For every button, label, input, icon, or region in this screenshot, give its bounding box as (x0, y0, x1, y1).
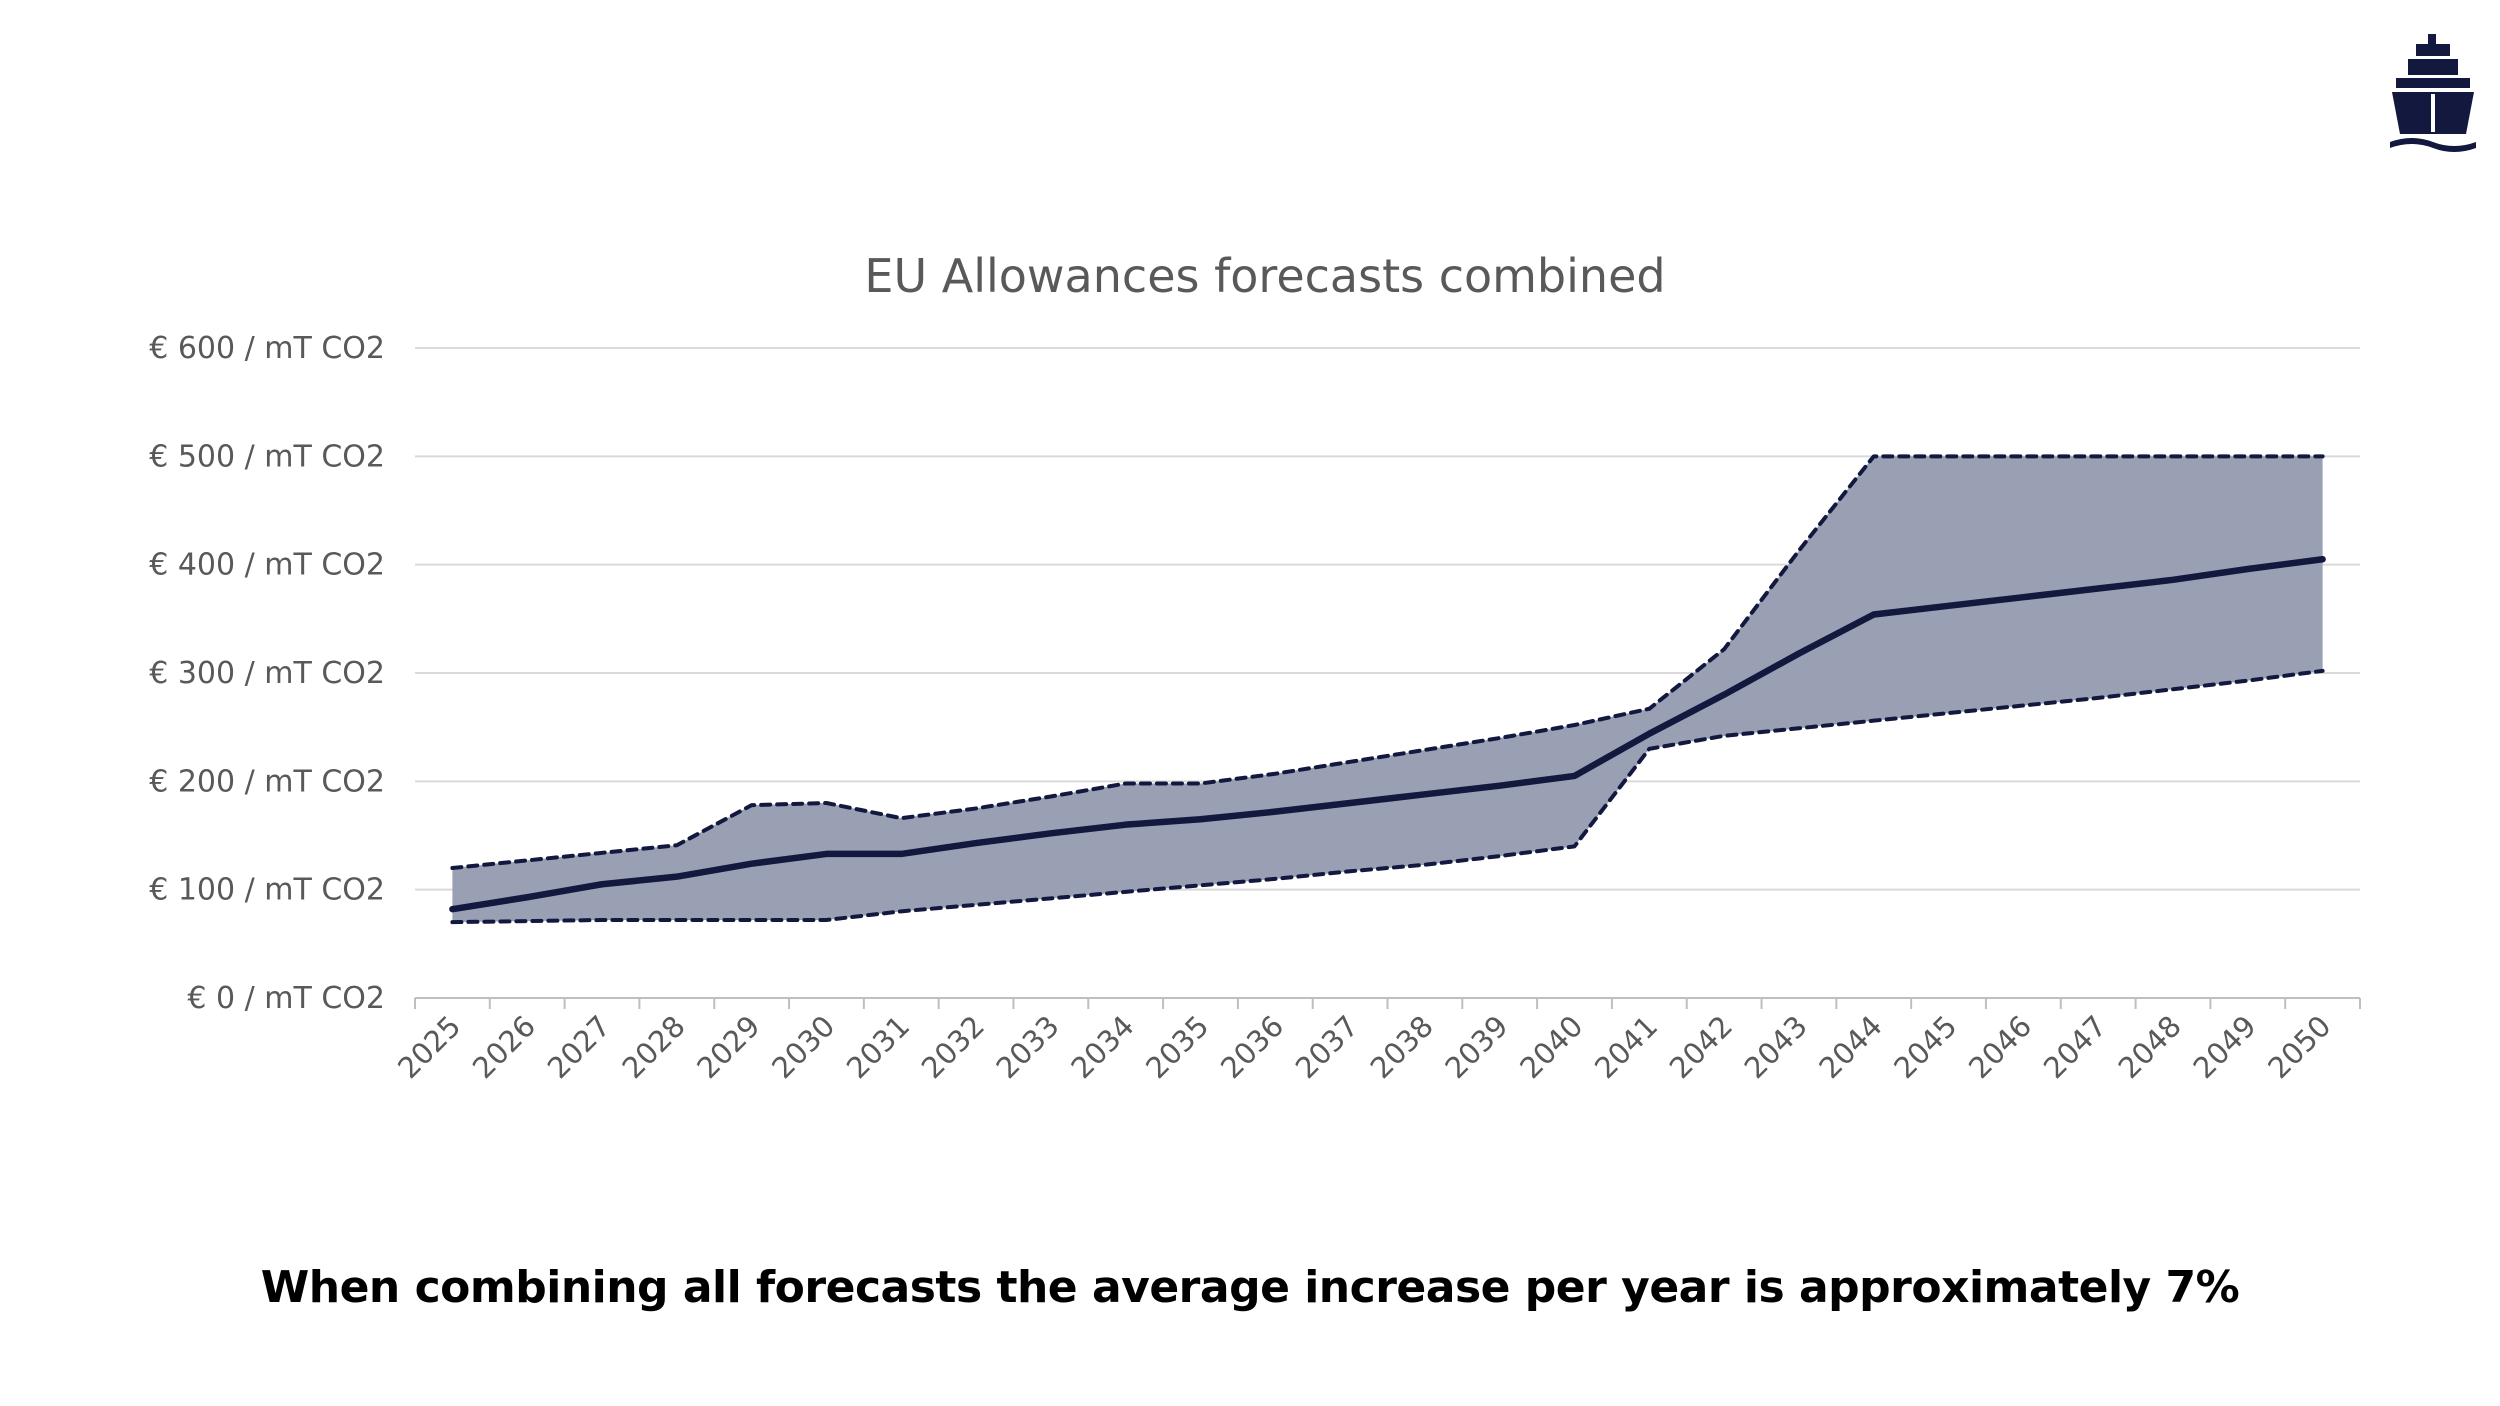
series-line-min (450, 668, 2325, 925)
x-tick-label: 2034 (1064, 1009, 1140, 1085)
ship-icon (2390, 34, 2476, 152)
x-tick-label: 2026 (466, 1009, 542, 1085)
x-tick-label: 2038 (1364, 1009, 1440, 1085)
forecast-lines (449, 454, 2326, 925)
x-tick-label: 2033 (990, 1009, 1066, 1085)
x-axis-labels: 2025202620272028202920302031203220332034… (391, 1009, 2337, 1085)
y-tick-label: € 300 / mT CO2 (149, 656, 385, 691)
x-tick-label: 2050 (2261, 1009, 2337, 1085)
y-tick-label: € 600 / mT CO2 (149, 331, 385, 366)
x-tick-label: 2031 (840, 1009, 916, 1085)
forecast-range-band (452, 456, 2323, 923)
x-tick-label: 2041 (1588, 1009, 1664, 1085)
x-tick-label: 2036 (1214, 1009, 1290, 1085)
x-tick-label: 2025 (391, 1009, 467, 1085)
x-tick-label: 2030 (765, 1009, 841, 1085)
y-tick-label: € 500 / mT CO2 (149, 439, 385, 474)
series-line-average (449, 556, 2326, 913)
y-tick-label: € 0 / mT CO2 (187, 981, 385, 1016)
caption: When combining all forecasts the average… (260, 1262, 2240, 1313)
x-tick-label: 2042 (1663, 1009, 1739, 1085)
x-tick-label: 2035 (1139, 1009, 1215, 1085)
y-tick-label: € 200 / mT CO2 (149, 764, 385, 799)
x-tick-label: 2045 (1887, 1009, 1963, 1085)
x-tick-label: 2046 (1962, 1009, 2038, 1085)
x-tick-label: 2037 (1289, 1009, 1365, 1085)
chart-title: EU Allowances forecasts combined (864, 249, 1665, 303)
y-tick-label: € 100 / mT CO2 (149, 873, 385, 908)
y-tick-label: € 400 / mT CO2 (149, 548, 385, 583)
x-tick-label: 2039 (1438, 1009, 1514, 1085)
x-tick-label: 2032 (915, 1009, 991, 1085)
range-band-area (452, 456, 2323, 923)
x-tick-label: 2027 (541, 1009, 617, 1085)
gridlines (415, 347, 2360, 891)
series-line-max (450, 454, 2325, 870)
x-tick-label: 2028 (616, 1009, 692, 1085)
x-tick-label: 2040 (1513, 1009, 1589, 1085)
x-tick-label: 2044 (1812, 1009, 1888, 1085)
x-tick-label: 2047 (2037, 1009, 2113, 1085)
x-tick-label: 2029 (690, 1009, 766, 1085)
x-tick-label: 2049 (2187, 1009, 2263, 1085)
x-tick-label: 2043 (1738, 1009, 1814, 1085)
x-axis (414, 997, 2361, 1009)
y-axis-labels: € 0 / mT CO2 € 100 / mT CO2 € 200 / mT CO2… (149, 331, 385, 1016)
x-tick-label: 2048 (2112, 1009, 2188, 1085)
